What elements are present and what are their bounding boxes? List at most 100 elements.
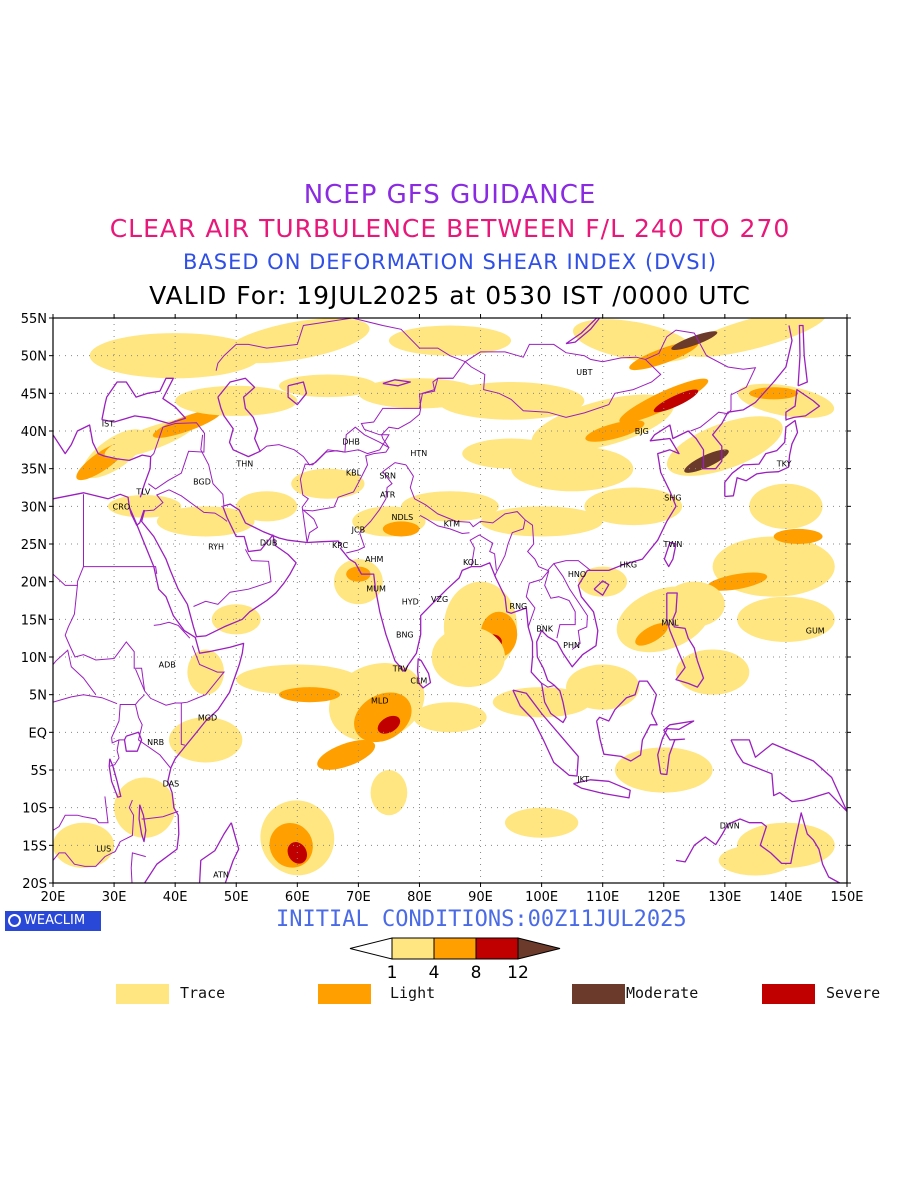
station-hyd: HYD xyxy=(402,597,419,606)
border-pak-afg-iran xyxy=(299,426,390,543)
colorbar-segment-3 xyxy=(475,937,519,960)
legend-swatch-moderate xyxy=(572,984,625,1004)
title-method: BASED ON DEFORMATION SHEAR INDEX (DVSI) xyxy=(182,250,718,274)
turbulence-area-52 xyxy=(236,664,359,695)
lat-label-5S: 5S xyxy=(30,764,47,779)
turbulence-area-29 xyxy=(382,521,420,537)
station-jcb: JCB xyxy=(351,526,365,535)
station-lus: LUS xyxy=(96,844,111,853)
turbulence-area-30 xyxy=(291,468,365,499)
border-mongolia xyxy=(464,343,662,418)
lat-label-10S: 10S xyxy=(22,802,47,817)
station-bjg: BJG xyxy=(635,427,649,436)
lat-label-40N: 40N xyxy=(21,425,47,440)
station-srn: SRN xyxy=(379,471,396,480)
station-labels: UBT BJG TKY SHG TWN HKG HNO MNL GUM RNG BNK PHN JKT D… xyxy=(96,368,825,879)
border-ethiopia-somalia xyxy=(135,645,226,706)
border-china-west xyxy=(381,377,454,448)
lat-label-20N: 20N xyxy=(21,576,47,591)
turbulence-area-63 xyxy=(370,770,408,816)
turbulence-area-53 xyxy=(278,687,341,703)
initial-conditions: INITIAL CONDITIONS:00Z11JUL2025 xyxy=(276,907,687,932)
graticule xyxy=(53,318,847,883)
coast-sulawesi xyxy=(657,720,695,776)
turbulence-area-40 xyxy=(663,581,725,627)
station-mgd: MGD xyxy=(198,713,217,722)
station-clm: CLM xyxy=(410,676,427,685)
coast-hokkaido xyxy=(785,388,821,421)
lat-label-15S: 15S xyxy=(22,839,47,854)
colorbar-above-arrow xyxy=(517,937,561,960)
coast-borneo xyxy=(595,680,658,762)
lat-label-EQ: EQ xyxy=(29,726,47,741)
turbulence-area-41 xyxy=(675,649,750,695)
coast-srilanka xyxy=(416,657,432,689)
lon-label-30E: 30E xyxy=(102,890,127,905)
station-mum: MUM xyxy=(366,584,386,593)
coast-hainan xyxy=(593,580,610,596)
coast-japan xyxy=(724,419,799,498)
colorbar: 1 4 8 12 xyxy=(349,937,561,983)
lat-label-55N: 55N xyxy=(21,312,47,327)
colorbar-threshold-1: 1 xyxy=(387,963,398,983)
station-htn: HTN xyxy=(410,449,427,458)
border-egypt-libya-sudan xyxy=(83,494,158,575)
border-kenya-tz-uganda xyxy=(134,694,171,769)
border-china-sea-border xyxy=(524,519,591,571)
turbulence-area-57 xyxy=(169,717,243,763)
lon-label-60E: 60E xyxy=(285,890,310,905)
station-hno: HNO xyxy=(568,570,586,579)
station-dub: DUB xyxy=(260,538,278,547)
coast-baikal xyxy=(565,318,601,345)
station-ktm: KTM xyxy=(444,520,461,529)
station-hkg: HKG xyxy=(620,560,637,569)
coast-tanganyika xyxy=(108,758,122,798)
turbulence-area-32 xyxy=(156,506,255,537)
lat-label-15N: 15N xyxy=(21,613,47,628)
legend-label-severe: Severe xyxy=(826,984,881,1002)
lon-label-40E: 40E xyxy=(163,890,188,905)
station-jkt: JKT xyxy=(576,775,589,784)
station-krc: KRC xyxy=(332,541,348,550)
turbulence-area-18 xyxy=(684,449,729,473)
station-trv: TRV xyxy=(392,664,409,673)
station-thn: THN xyxy=(235,459,253,468)
turbulence-area-43 xyxy=(346,566,371,582)
station-nrb: NRB xyxy=(147,738,164,747)
weaclim-logo-icon xyxy=(8,914,21,927)
coast-aral xyxy=(287,381,308,406)
colorbar-threshold-12: 12 xyxy=(507,963,529,983)
turbulence-area-1 xyxy=(225,318,370,364)
border-zambia-drc xyxy=(53,796,109,831)
turbulence-area-39 xyxy=(635,623,668,646)
lat-label-35N: 35N xyxy=(21,463,47,478)
border-iran-west xyxy=(200,434,225,507)
border-nepal xyxy=(419,514,470,535)
lat-label-5N: 5N xyxy=(29,689,47,704)
border-mideast-borders xyxy=(148,422,206,490)
turbulence-area-54 xyxy=(413,702,487,733)
border-mozambique-inner xyxy=(130,852,146,883)
station-bnk: BNK xyxy=(536,624,553,633)
station-das: DAS xyxy=(163,780,180,789)
border-rwanda-burundi-tz xyxy=(109,739,120,767)
station-shg: SHG xyxy=(664,493,681,502)
turbulence-area-15 xyxy=(619,378,709,424)
lon-label-100E: 100E xyxy=(525,890,558,905)
lon-label-20E: 20E xyxy=(41,890,66,905)
station-tky: TKY xyxy=(776,459,792,468)
turbulence-area-67 xyxy=(718,845,793,876)
coast-mediterranean xyxy=(53,424,152,498)
coast-malawi xyxy=(138,804,147,843)
station-mld: MLD xyxy=(371,697,389,706)
station-kbl: KBL xyxy=(346,468,362,477)
border-china-russia-east xyxy=(645,329,757,432)
border-bangladesh xyxy=(469,534,497,571)
turbulence-area-12 xyxy=(437,382,585,420)
station-ubt: UBT xyxy=(576,368,592,377)
station-gum: GUM xyxy=(806,627,825,636)
turbulence-area-27 xyxy=(584,487,683,526)
map-frame xyxy=(52,317,848,884)
title-product: CLEAR AIR TURBULENCE BETWEEN F/L 240 TO … xyxy=(109,214,791,243)
turbulence-area-16 xyxy=(653,389,699,413)
